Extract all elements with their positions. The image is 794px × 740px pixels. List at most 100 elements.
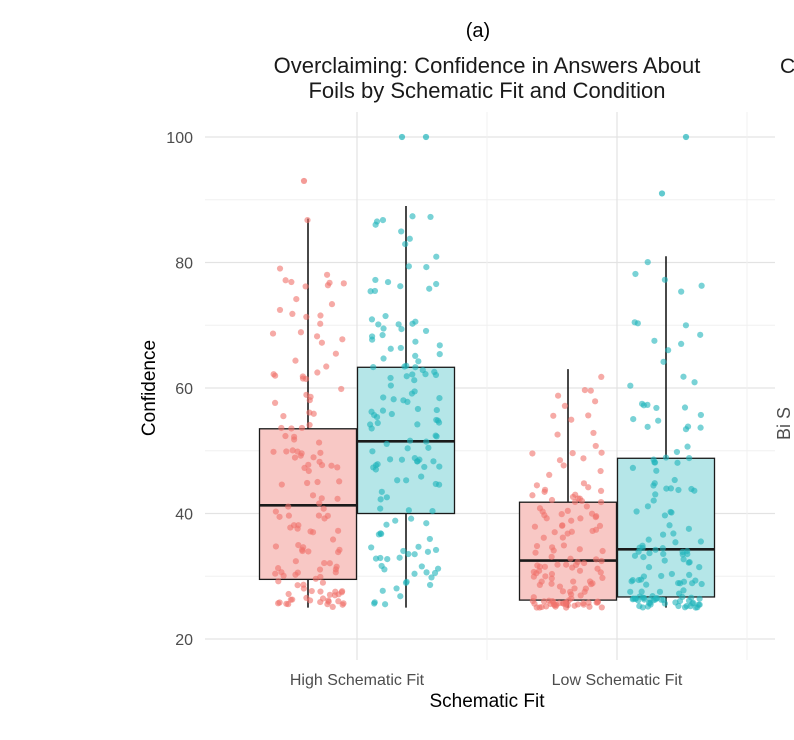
data-point <box>339 336 346 343</box>
data-point <box>314 369 321 376</box>
data-point <box>587 387 594 394</box>
data-point <box>367 288 374 295</box>
data-point <box>282 277 289 284</box>
data-point <box>283 448 290 455</box>
data-point <box>411 551 418 558</box>
data-point <box>589 527 596 535</box>
data-point <box>629 596 636 603</box>
data-point <box>276 306 284 314</box>
data-point <box>576 546 583 553</box>
data-point <box>328 301 336 308</box>
data-point <box>682 322 690 329</box>
data-point <box>295 542 302 549</box>
data-point <box>382 312 389 320</box>
data-point <box>597 569 604 576</box>
data-point <box>412 352 419 359</box>
data-point <box>550 412 557 419</box>
data-point <box>302 375 310 383</box>
data-point <box>412 338 419 345</box>
data-point <box>583 503 590 510</box>
data-point <box>533 604 540 611</box>
data-point <box>651 480 658 487</box>
jitter-points <box>269 133 705 611</box>
data-point <box>288 278 295 286</box>
data-point <box>375 321 382 328</box>
data-point <box>398 326 405 333</box>
data-point <box>691 379 698 386</box>
data-point <box>280 413 287 420</box>
data-point <box>372 221 379 228</box>
data-point <box>314 478 321 486</box>
data-point <box>384 556 391 563</box>
outlier-point <box>422 133 430 141</box>
data-point <box>317 598 324 606</box>
data-point <box>651 337 658 344</box>
data-point <box>326 560 333 567</box>
data-point <box>590 429 597 437</box>
data-point <box>400 397 407 404</box>
data-point <box>436 351 443 358</box>
data-point <box>531 523 539 530</box>
data-point <box>548 496 556 504</box>
data-point <box>548 553 555 560</box>
data-point <box>379 587 386 594</box>
data-point <box>567 555 574 562</box>
data-point <box>405 507 412 514</box>
data-point <box>393 585 400 592</box>
data-point <box>294 569 301 576</box>
data-point <box>325 597 332 604</box>
data-point <box>317 573 324 581</box>
data-point <box>597 467 604 475</box>
data-point <box>541 563 549 570</box>
data-point <box>661 512 669 519</box>
data-point <box>684 547 691 555</box>
data-point <box>290 522 298 529</box>
data-point <box>434 565 442 572</box>
x-axis-title: Schematic Fit <box>429 691 545 712</box>
data-point <box>630 416 637 423</box>
chart-title-line-2: Foils by Schematic Fit and Condition <box>308 78 665 103</box>
data-point <box>432 371 440 379</box>
data-point <box>653 404 660 412</box>
data-point <box>383 494 390 501</box>
data-point <box>679 548 686 555</box>
data-point <box>558 511 565 518</box>
data-point <box>636 593 643 600</box>
data-point <box>638 588 645 595</box>
data-point <box>335 598 342 605</box>
x-axis-ticks: High Schematic Fit Low Schematic Fit <box>290 672 683 689</box>
data-point <box>598 373 605 381</box>
data-point <box>548 570 556 578</box>
data-point <box>316 500 323 507</box>
data-point <box>291 454 299 461</box>
data-point <box>436 395 443 402</box>
data-point <box>653 467 660 474</box>
data-point <box>675 602 682 610</box>
data-point <box>430 458 437 465</box>
data-point <box>411 388 418 395</box>
data-point <box>673 448 681 456</box>
data-point <box>597 498 605 506</box>
data-point <box>411 377 418 384</box>
data-point <box>540 534 547 541</box>
data-point <box>574 558 581 566</box>
outlier-point <box>682 133 690 141</box>
data-point <box>550 601 557 608</box>
data-point <box>586 603 593 610</box>
data-point <box>689 580 696 587</box>
data-point <box>377 496 384 503</box>
data-point <box>643 581 650 588</box>
data-point <box>589 580 596 587</box>
data-point <box>395 321 402 328</box>
data-point <box>593 556 600 563</box>
data-point <box>433 253 440 260</box>
data-point <box>646 550 653 557</box>
data-point <box>276 599 283 606</box>
data-point <box>285 503 292 510</box>
data-point <box>592 398 599 405</box>
data-point <box>667 508 674 516</box>
data-point <box>663 485 670 492</box>
data-point <box>425 444 432 451</box>
data-point <box>650 497 657 504</box>
data-point <box>423 264 430 271</box>
